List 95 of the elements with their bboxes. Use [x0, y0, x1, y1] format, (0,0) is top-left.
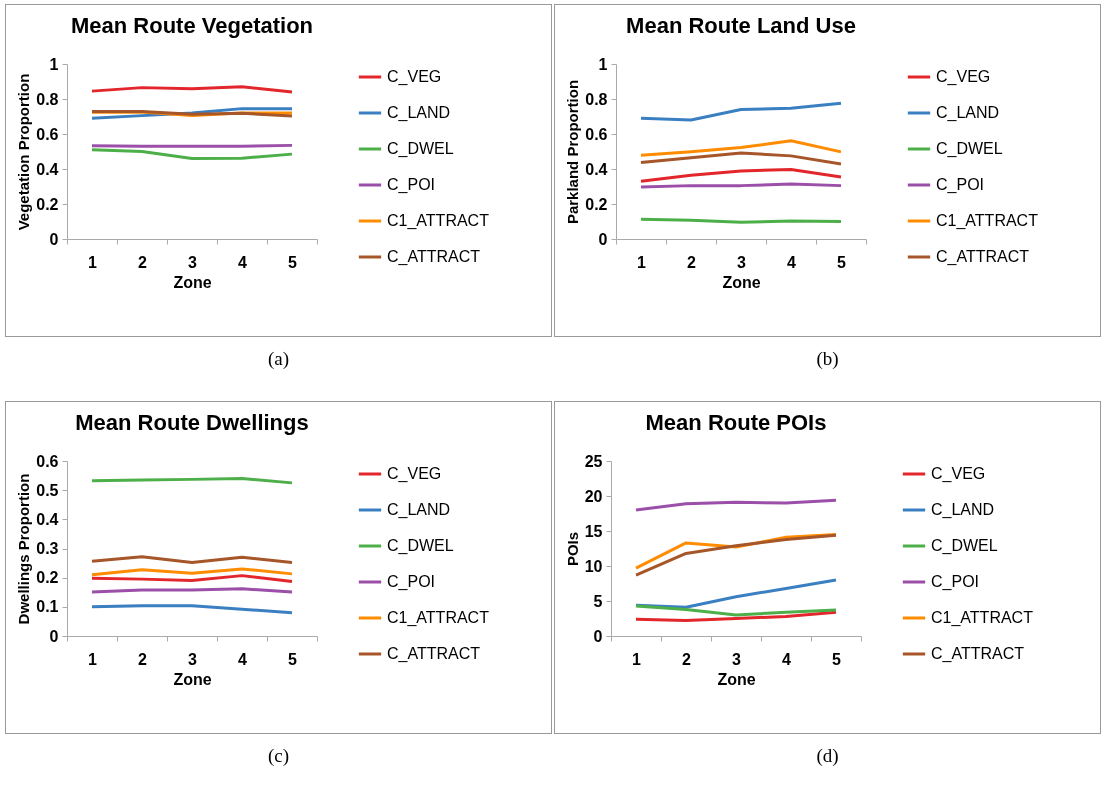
x-tick-label: 5 — [288, 253, 298, 271]
line-series — [639, 139, 843, 157]
legend-label: C_LAND — [387, 104, 451, 122]
legend-label: C_DWEL — [931, 537, 998, 555]
y-tick-label: 0.8 — [36, 90, 59, 108]
y-tick-label: 0.6 — [36, 125, 59, 143]
y-tick-label: 0.4 — [36, 510, 59, 528]
y-tick-label: 5 — [593, 592, 603, 610]
legend-label: C_POI — [387, 573, 436, 591]
legend-label: C_VEG — [931, 465, 986, 483]
y-axis-title: POIs — [563, 531, 581, 567]
y-tick-label: 15 — [584, 522, 603, 540]
x-tick-label: 1 — [637, 253, 647, 271]
legend-label: C1_ATTRACT — [931, 609, 1034, 627]
y-tick-label: 0.2 — [585, 195, 608, 213]
x-tick-label: 2 — [138, 650, 148, 668]
y-tick-label: 1 — [598, 55, 608, 73]
legend-label: C_VEG — [387, 465, 442, 483]
y-tick-label: 0 — [49, 627, 59, 645]
y-axis-title: Parkland Proportion — [564, 79, 582, 225]
text: (b) — [816, 347, 839, 371]
line-series — [90, 604, 294, 615]
legend-label: C_VEG — [387, 68, 442, 86]
line-series — [639, 101, 843, 122]
legend-label: C_ATTRACT — [387, 645, 481, 663]
legend-label: C_DWEL — [387, 537, 454, 555]
legend-label: C_ATTRACT — [936, 248, 1030, 266]
x-tick-label: 3 — [188, 650, 198, 668]
chart-title: Mean Route Vegetation — [70, 13, 314, 38]
y-tick-label: 0.4 — [585, 160, 608, 178]
y-tick-label: 0.2 — [36, 195, 59, 213]
x-tick-label: 1 — [632, 650, 642, 668]
x-tick-label: 5 — [288, 650, 298, 668]
x-axis-title: Zone — [717, 670, 756, 688]
legend-label: C_LAND — [936, 104, 1000, 122]
x-tick-label: 3 — [188, 253, 198, 271]
legend-label: C1_ATTRACT — [936, 212, 1039, 230]
legend-label: C1_ATTRACT — [387, 212, 490, 230]
x-tick-label: 5 — [832, 650, 842, 668]
y-tick-label: 0.1 — [36, 598, 59, 616]
y-axis-title: Dwellings Proportion — [15, 473, 33, 625]
legend-label: C_ATTRACT — [387, 248, 481, 266]
y-tick-label: 0.6 — [36, 452, 59, 470]
chart-title: Mean Route Dwellings — [75, 410, 309, 435]
chart-title: Mean Route Land Use — [626, 13, 856, 38]
text: (c) — [267, 744, 290, 768]
x-tick-label: 4 — [238, 650, 248, 668]
y-tick-label: 0 — [598, 230, 608, 248]
y-tick-label: 0.5 — [36, 481, 59, 499]
y-tick-label: 10 — [584, 557, 603, 575]
legend-label: C_LAND — [387, 501, 451, 519]
legend-label: C_LAND — [931, 501, 995, 519]
y-tick-label: 0.6 — [585, 125, 608, 143]
chart-title: Mean Route POIs — [645, 410, 827, 435]
y-tick-label: 0 — [593, 627, 603, 645]
y-tick-label: 0 — [49, 230, 59, 248]
line-series — [634, 604, 838, 617]
line-series — [634, 533, 838, 577]
legend-label: C_DWEL — [936, 140, 1003, 158]
x-tick-label: 2 — [682, 650, 692, 668]
x-tick-label: 4 — [238, 253, 248, 271]
text: (a) — [267, 347, 290, 371]
y-tick-label: 25 — [584, 452, 603, 470]
legend-label: C1_ATTRACT — [387, 609, 490, 627]
y-tick-label: 0.4 — [36, 160, 59, 178]
x-tick-label: 4 — [782, 650, 792, 668]
x-tick-label: 1 — [88, 253, 98, 271]
legend-label: C_VEG — [936, 68, 991, 86]
y-tick-label: 0.8 — [585, 90, 608, 108]
x-tick-label: 3 — [732, 650, 742, 668]
x-tick-label: 1 — [88, 650, 98, 668]
x-tick-label: 2 — [138, 253, 148, 271]
legend-label: C_DWEL — [387, 140, 454, 158]
x-tick-label: 4 — [787, 253, 797, 271]
y-tick-label: 1 — [49, 55, 59, 73]
x-tick-label: 2 — [687, 253, 697, 271]
legend-label: C_ATTRACT — [931, 645, 1025, 663]
y-tick-label: 0.3 — [36, 540, 59, 557]
line-series — [90, 148, 294, 160]
line-series — [639, 151, 843, 166]
y-axis-title: Vegetation Proportion — [15, 73, 33, 231]
y-tick-label: 0.2 — [36, 569, 59, 587]
legend-label: C_POI — [931, 573, 980, 591]
legend-label: C_POI — [936, 176, 985, 194]
text: (d) — [816, 744, 839, 768]
line-series — [639, 168, 843, 183]
x-axis-title: Zone — [722, 273, 761, 291]
legend-label: C_POI — [387, 176, 436, 194]
line-series — [634, 610, 838, 623]
x-tick-label: 5 — [837, 253, 847, 271]
x-axis-title: Zone — [173, 670, 212, 688]
x-tick-label: 3 — [737, 253, 747, 271]
line-series — [634, 498, 838, 512]
y-tick-label: 20 — [584, 487, 603, 505]
x-axis-title: Zone — [173, 273, 212, 291]
